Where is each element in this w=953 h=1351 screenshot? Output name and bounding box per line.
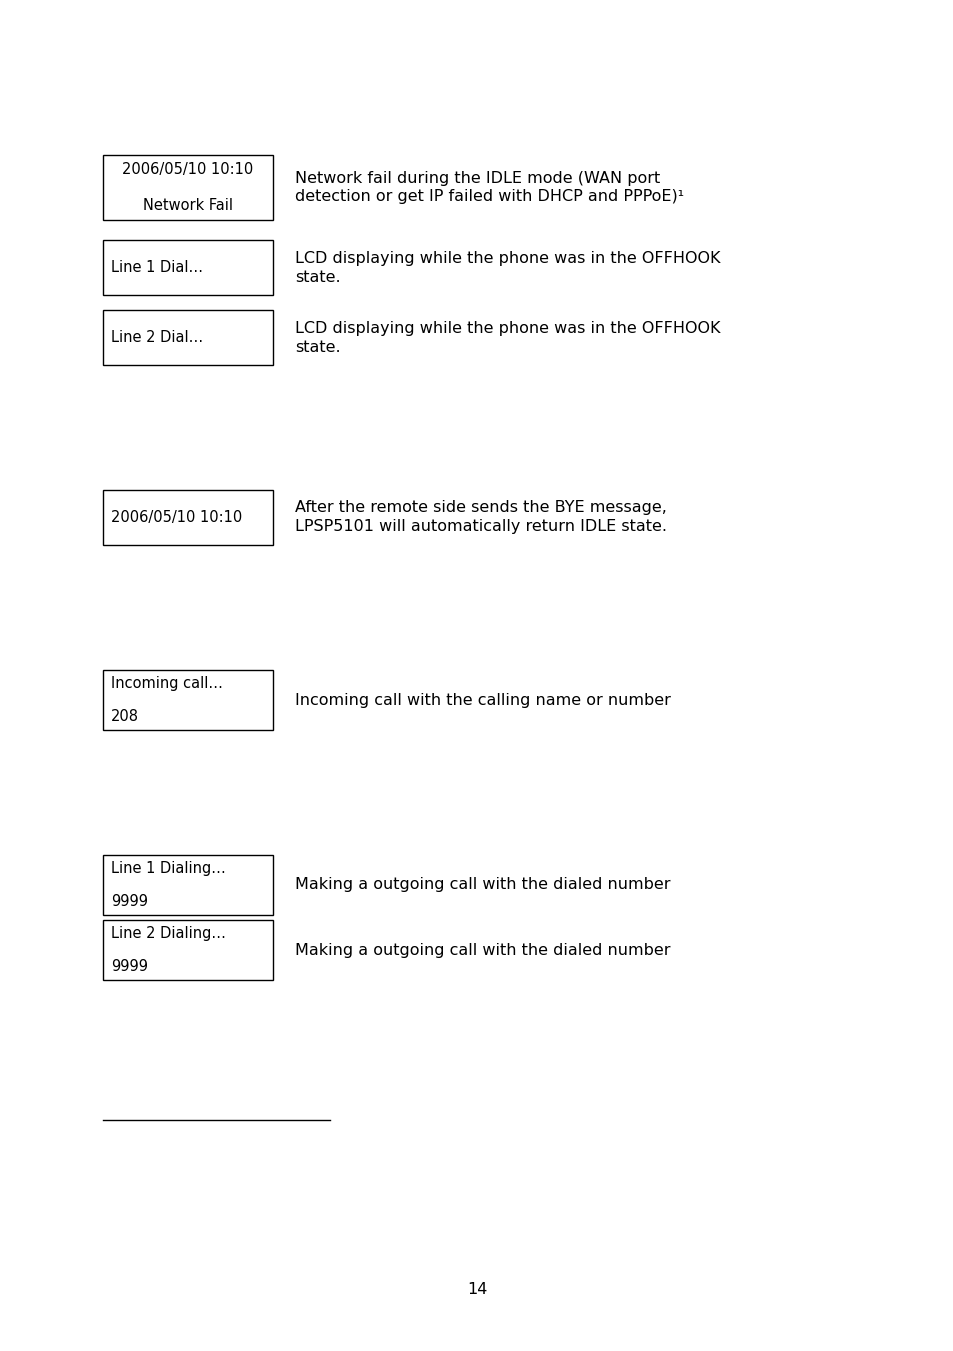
- Text: Making a outgoing call with the dialed number: Making a outgoing call with the dialed n…: [294, 943, 670, 958]
- Text: Line 2 Dial…: Line 2 Dial…: [111, 330, 203, 345]
- FancyBboxPatch shape: [103, 155, 273, 220]
- Text: 9999: 9999: [111, 959, 148, 974]
- FancyBboxPatch shape: [103, 920, 273, 979]
- FancyBboxPatch shape: [103, 309, 273, 365]
- Text: 2006/05/10 10:10: 2006/05/10 10:10: [111, 509, 242, 526]
- Text: LCD displaying while the phone was in the OFFHOOK: LCD displaying while the phone was in th…: [294, 320, 720, 335]
- FancyBboxPatch shape: [103, 490, 273, 544]
- Text: Line 1 Dialing…: Line 1 Dialing…: [111, 861, 226, 875]
- Text: Incoming call…: Incoming call…: [111, 676, 223, 690]
- Text: state.: state.: [294, 339, 340, 354]
- Text: state.: state.: [294, 269, 340, 285]
- Text: 2006/05/10 10:10: 2006/05/10 10:10: [122, 162, 253, 177]
- Text: detection or get IP failed with DHCP and PPPoE)¹: detection or get IP failed with DHCP and…: [294, 189, 683, 204]
- FancyBboxPatch shape: [103, 670, 273, 730]
- Text: Incoming call with the calling name or number: Incoming call with the calling name or n…: [294, 693, 670, 708]
- Text: Line 2 Dialing…: Line 2 Dialing…: [111, 925, 226, 940]
- Text: 9999: 9999: [111, 894, 148, 909]
- Text: Line 1 Dial…: Line 1 Dial…: [111, 259, 203, 276]
- Text: After the remote side sends the BYE message,: After the remote side sends the BYE mess…: [294, 500, 666, 516]
- Text: Making a outgoing call with the dialed number: Making a outgoing call with the dialed n…: [294, 878, 670, 893]
- Text: Network Fail: Network Fail: [143, 199, 233, 213]
- FancyBboxPatch shape: [103, 855, 273, 915]
- Text: LCD displaying while the phone was in the OFFHOOK: LCD displaying while the phone was in th…: [294, 250, 720, 266]
- Text: Network fail during the IDLE mode (WAN port: Network fail during the IDLE mode (WAN p…: [294, 170, 659, 185]
- Text: LPSP5101 will automatically return IDLE state.: LPSP5101 will automatically return IDLE …: [294, 520, 666, 535]
- Text: 14: 14: [466, 1282, 487, 1297]
- FancyBboxPatch shape: [103, 240, 273, 295]
- Text: 208: 208: [111, 709, 139, 724]
